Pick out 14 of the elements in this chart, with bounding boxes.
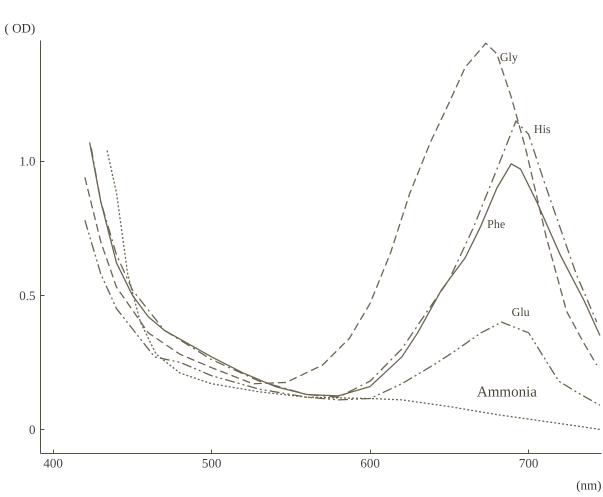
x-tick-label: 700 [518, 456, 538, 470]
x-tick-label: 600 [360, 456, 380, 470]
series-label: Gly [500, 50, 518, 64]
y-tick-label: 1.0 [19, 154, 36, 169]
x-axis-title: (nm) [576, 478, 602, 492]
y-tick-label: 0 [29, 422, 36, 437]
series-label: Ammonia [476, 384, 538, 401]
y-tick-label: 0.5 [19, 288, 36, 303]
x-tick-label: 500 [202, 456, 222, 470]
x-tick-label: 400 [43, 456, 63, 470]
series-label: Phe [487, 216, 506, 231]
y-axis-title: ( OD) [4, 20, 36, 36]
series-label: Glu [512, 305, 530, 320]
series-label: His [534, 122, 551, 136]
